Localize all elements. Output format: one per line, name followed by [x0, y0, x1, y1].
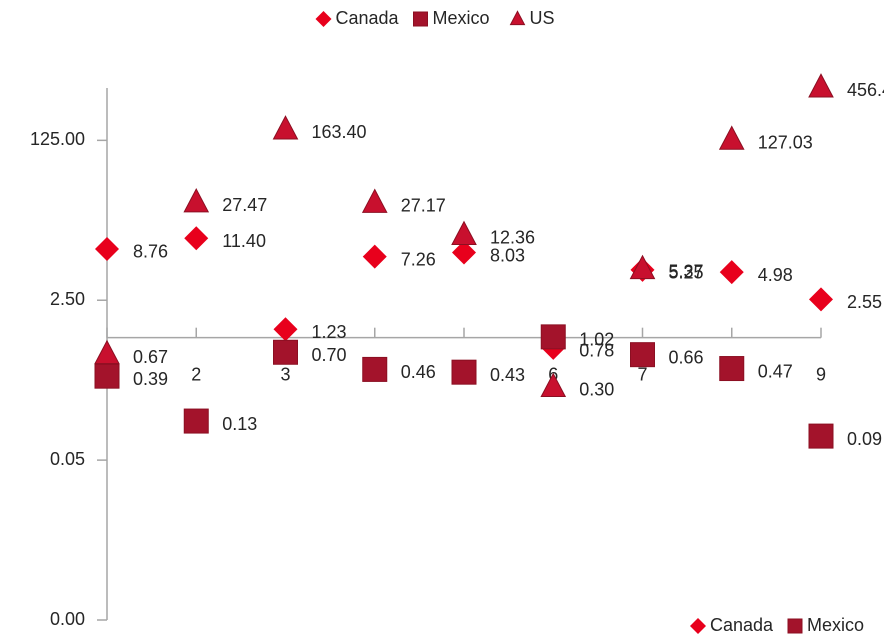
y-tick-label: 0.05 [50, 449, 85, 469]
data-label: 163.40 [312, 122, 367, 142]
point [273, 339, 298, 365]
data-label: 8.76 [133, 242, 168, 262]
data-label: 0.78 [579, 341, 614, 361]
data-label: 0.13 [222, 414, 257, 434]
legend-marker [787, 618, 803, 634]
point [184, 226, 209, 251]
data-label: 0.66 [669, 347, 704, 367]
point [809, 287, 833, 312]
point [362, 244, 387, 269]
point [719, 260, 744, 285]
data-label: 8.03 [490, 245, 525, 265]
point [540, 324, 566, 350]
point [94, 339, 120, 365]
point [629, 254, 656, 280]
data-label: 5.25 [669, 263, 704, 283]
legend-marker [509, 10, 526, 26]
data-label: 11.40 [222, 231, 266, 251]
point [719, 356, 745, 382]
data-label: 27.47 [222, 195, 267, 215]
point [361, 188, 388, 213]
data-label: 2.55 [847, 292, 882, 312]
legend-marker [690, 618, 706, 634]
data-label: 127.03 [758, 132, 813, 152]
point [183, 408, 209, 434]
point [808, 73, 834, 98]
y-tick-label: 125.00 [30, 129, 85, 149]
x-tick-label: 2 [191, 364, 201, 384]
point [94, 363, 120, 389]
data-label: 12.36 [490, 228, 535, 248]
x-tick-label: 7 [637, 364, 647, 384]
legend-label: Mexico [807, 615, 864, 635]
point [452, 240, 476, 265]
legend-label: Canada [336, 8, 400, 28]
point [808, 423, 834, 449]
data-label: 7.26 [401, 249, 436, 269]
data-label: 0.43 [490, 365, 525, 385]
data-label: 0.30 [579, 380, 614, 400]
point [273, 317, 298, 342]
x-tick-label: 9 [816, 364, 826, 384]
data-label: 27.17 [401, 195, 446, 215]
legend-label: Canada [710, 615, 774, 635]
legend-label: Mexico [433, 8, 490, 28]
data-label: 0.46 [401, 362, 436, 382]
data-label: 1.23 [312, 322, 347, 342]
point [95, 236, 119, 261]
point [451, 220, 477, 246]
data-label: 0.47 [758, 361, 793, 381]
x-tick-label: 3 [280, 364, 290, 384]
point [362, 356, 388, 382]
point [718, 125, 745, 150]
data-label: 456.45 [847, 80, 884, 100]
point [630, 342, 655, 368]
data-label: 0.39 [133, 369, 168, 389]
data-label: 0.70 [312, 345, 347, 365]
point [183, 188, 210, 213]
legend-label: US [530, 8, 555, 28]
data-label: 5.37 [669, 262, 704, 282]
data-label: 1.02 [579, 330, 614, 350]
y-tick-label: 0.00 [50, 609, 85, 629]
legend-marker [315, 11, 332, 27]
y-tick-label: 2.50 [50, 289, 85, 309]
legend-marker [413, 11, 428, 27]
point [272, 115, 299, 140]
data-label: 0.67 [133, 347, 168, 367]
point [451, 359, 477, 385]
data-label: 4.98 [758, 265, 793, 285]
data-label: 0.09 [847, 429, 882, 449]
point [540, 372, 567, 397]
